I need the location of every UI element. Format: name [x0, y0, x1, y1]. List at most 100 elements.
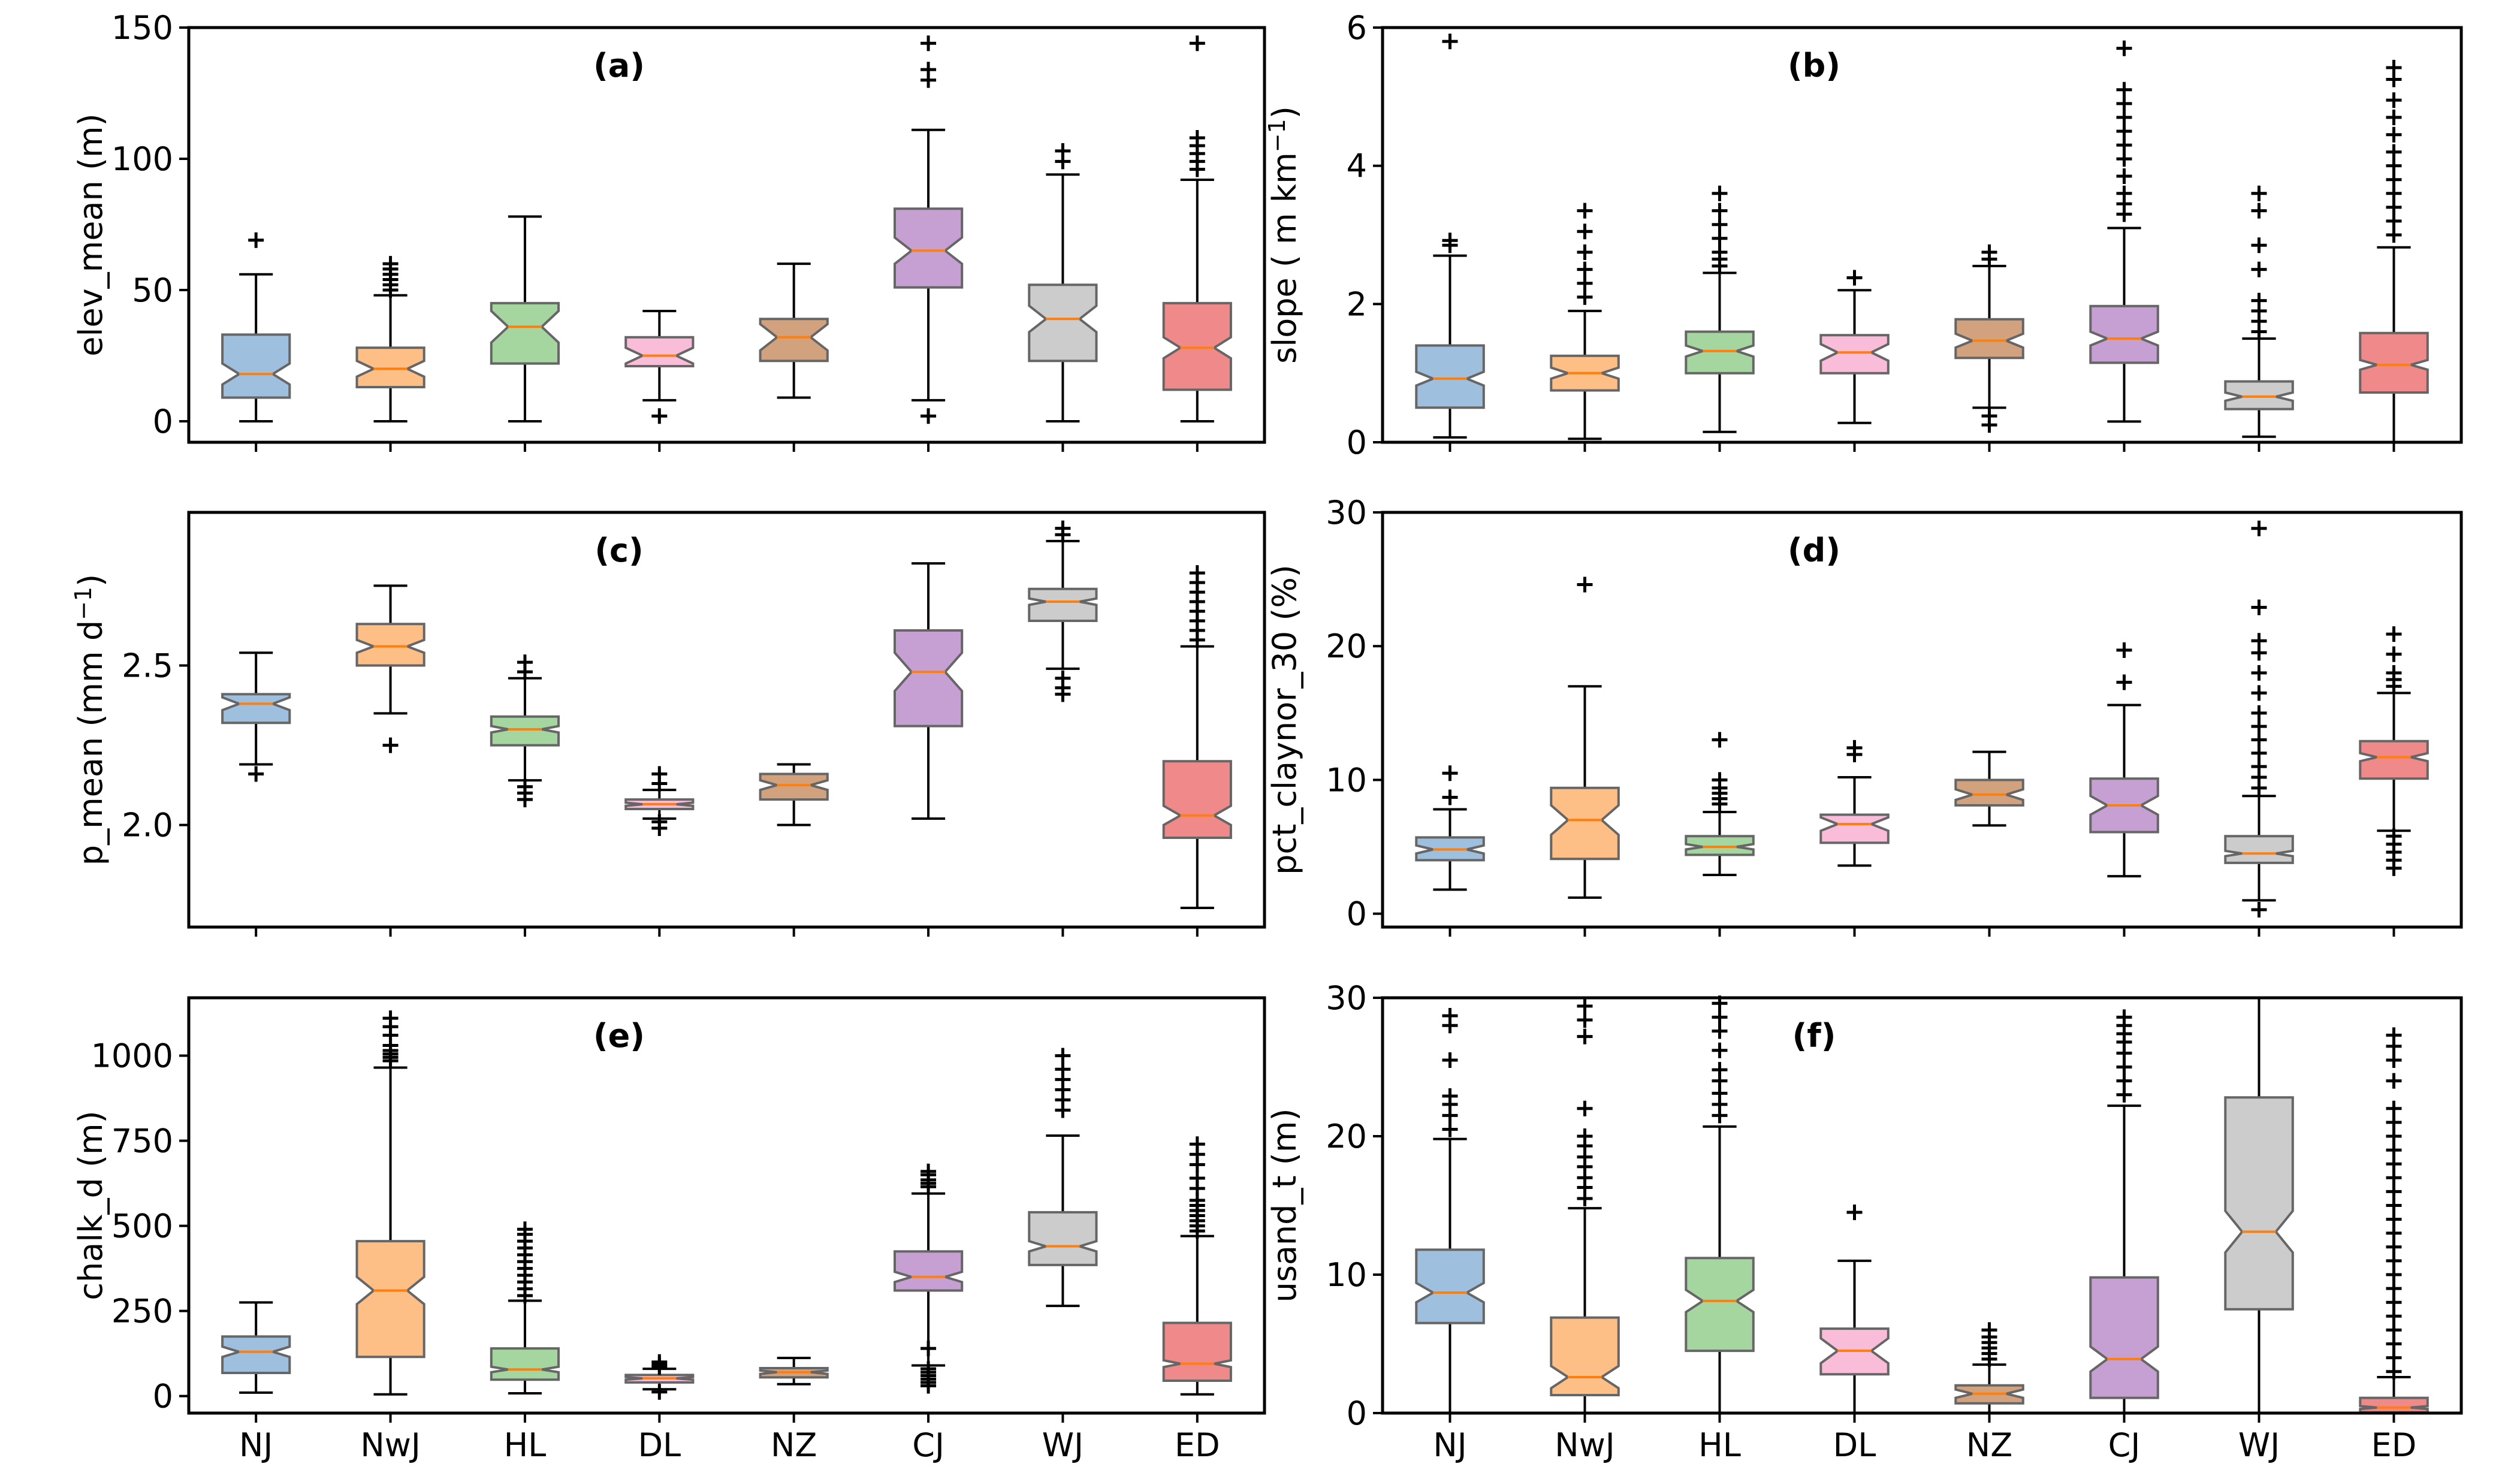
y-tick-label: 4 — [1347, 147, 1367, 185]
flier-marker — [2386, 828, 2402, 844]
flier-marker — [1712, 185, 1728, 201]
notched-box — [1954, 318, 2024, 360]
box-DL — [624, 1354, 695, 1400]
flier-marker — [1442, 1088, 1458, 1104]
y-axis-label: slope ( m km−1) — [1264, 106, 1303, 364]
notched-box — [1685, 835, 1755, 856]
y-tick-label: 250 — [111, 1293, 173, 1330]
box-HL — [1685, 995, 1755, 1414]
notched-box — [894, 1250, 964, 1292]
box-HL — [490, 654, 560, 808]
box-CJ — [2089, 642, 2159, 878]
notched-box — [490, 715, 560, 747]
box-NZ — [1954, 1322, 2024, 1414]
panel-4: 0 10 20 30 pct_claynor_30 (%) (d) — [1266, 494, 2463, 937]
flier-marker — [2251, 520, 2267, 536]
x-tick-label-ED: ED — [2371, 1426, 2417, 1464]
box-WJ — [2224, 185, 2294, 438]
notched-box — [1819, 813, 1890, 844]
box-NZ — [759, 1356, 829, 1386]
flier-marker — [2251, 685, 2267, 701]
flier-marker — [921, 35, 937, 52]
flier-marker — [1577, 998, 1593, 1014]
y-tick-label: 30 — [1326, 979, 1367, 1017]
notched-box — [1028, 587, 1098, 622]
box-NZ — [1954, 244, 2024, 433]
y-tick-label: 0 — [1347, 424, 1367, 461]
notched-box — [490, 301, 560, 365]
notched-box — [2359, 331, 2429, 394]
notched-box — [355, 623, 425, 667]
notched-box — [1415, 344, 1485, 409]
y-tick-label: 0 — [153, 403, 173, 440]
flier-marker — [921, 62, 937, 78]
flier-marker — [1055, 520, 1071, 536]
y-axis-label: p_mean (mm d−1) — [70, 574, 110, 865]
flier-marker — [2251, 732, 2267, 748]
flier-marker — [2116, 151, 2132, 167]
x-tick-label-DL: DL — [1833, 1426, 1876, 1464]
box-NJ — [1415, 34, 1485, 439]
flier-marker — [2386, 1239, 2402, 1255]
y-tick-label: 20 — [1326, 1118, 1367, 1155]
x-tick-label-DL: DL — [638, 1426, 681, 1464]
flier-marker — [2116, 40, 2132, 56]
box-CJ — [2089, 40, 2159, 423]
y-tick-label: 30 — [1326, 494, 1367, 532]
flier-marker — [2251, 759, 2267, 775]
x-tick-label-WJ: WJ — [1042, 1426, 1084, 1464]
box-NZ — [759, 262, 829, 399]
notched-box — [894, 629, 964, 728]
flier-marker — [2386, 1252, 2402, 1269]
flier-marker — [2116, 1086, 2132, 1103]
flier-marker — [651, 1384, 668, 1400]
box-NwJ — [355, 1010, 425, 1396]
box-NwJ — [1550, 998, 1620, 1414]
flier-marker — [2386, 1225, 2402, 1241]
panel-label: (c) — [594, 532, 643, 569]
box-DL — [624, 766, 695, 836]
x-tick-label-ED: ED — [1175, 1426, 1220, 1464]
notched-box — [355, 346, 425, 388]
panel-label: (d) — [1788, 532, 1840, 569]
flier-marker — [248, 766, 264, 782]
flier-marker — [1055, 1048, 1071, 1064]
flier-marker — [1577, 261, 1593, 277]
flier-marker — [1189, 565, 1205, 581]
flier-marker — [1981, 244, 1997, 260]
y-tick-label: 150 — [111, 9, 173, 47]
y-tick-label: 1000 — [91, 1037, 173, 1075]
notched-box — [1162, 760, 1232, 839]
notched-box — [1028, 283, 1098, 363]
axes-frame — [187, 996, 1266, 1415]
flier-marker — [2386, 1073, 2402, 1089]
x-tick-label-NZ: NZ — [1966, 1426, 2012, 1464]
axes-frame — [1381, 996, 2463, 1415]
flier-marker — [1577, 203, 1593, 219]
x-tick-label-HL: HL — [1698, 1426, 1741, 1464]
y-tick-label: 750 — [111, 1122, 173, 1160]
flier-marker — [517, 778, 533, 795]
flier-marker — [1055, 670, 1071, 686]
box-HL — [1685, 185, 1755, 433]
y-tick-label: 500 — [111, 1208, 173, 1245]
flier-marker — [2386, 1336, 2402, 1352]
notched-box — [221, 693, 291, 725]
flier-marker — [921, 1341, 937, 1357]
x-tick-label-CJ: CJ — [912, 1426, 944, 1464]
flier-marker — [651, 1354, 668, 1370]
flier-marker — [2386, 1322, 2402, 1338]
box-HL — [490, 1221, 560, 1395]
flier-marker — [2251, 633, 2267, 649]
flier-marker — [1712, 244, 1728, 260]
y-tick-label: 20 — [1326, 627, 1367, 665]
axes-frame — [187, 511, 1266, 929]
box-CJ — [894, 1163, 964, 1394]
flier-marker — [517, 1221, 533, 1237]
flier-marker — [2386, 1184, 2402, 1200]
notched-box — [1550, 786, 1620, 861]
x-tick-label-NJ: NJ — [1433, 1426, 1466, 1464]
box-DL — [1819, 740, 1890, 867]
panel-6: 0 10 20 30 NJ NwJ HL DL NZ CJ WJ ED usand_t (m) (f) — [1266, 979, 2463, 1464]
